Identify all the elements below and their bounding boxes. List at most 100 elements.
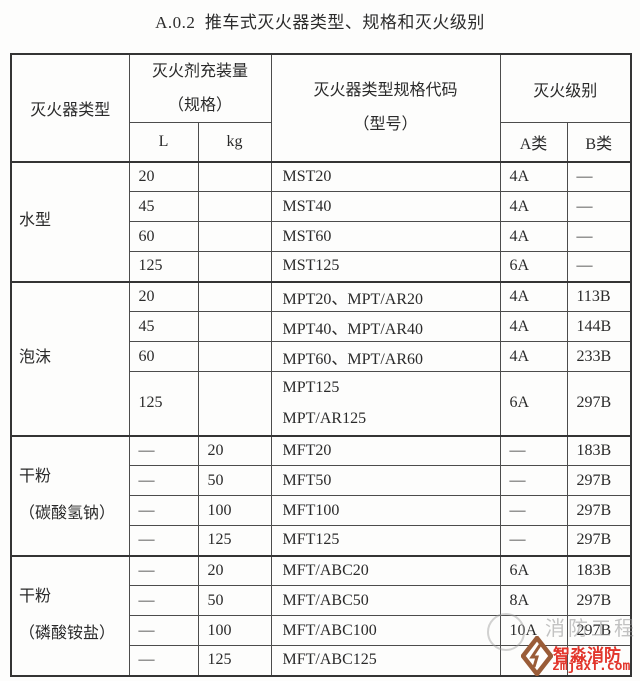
header-charge-amount: 灭火剂充装量 （规格） — [128, 53, 272, 124]
charge-kilograms-cell: 125 — [197, 645, 272, 677]
class-a-rating-cell: 6A — [499, 371, 568, 437]
charge-kilograms-cell: 50 — [197, 465, 272, 497]
table-row: —50 MFT50—297B — [11, 465, 632, 497]
class-b-rating-cell: — — [566, 251, 632, 283]
class-b-rating-cell: 297B — [566, 615, 632, 647]
class-b-rating-cell: — — [566, 160, 632, 193]
model-code-cell: MFT/ABC50 — [270, 585, 501, 617]
class-a-rating-cell: — — [499, 465, 568, 497]
table-row: 60 MST60 4A — — [11, 221, 632, 253]
table-row: 60 MPT60、MPT/AR60 4A 233B — [11, 341, 632, 373]
model-code-cell: MST40 — [270, 191, 501, 223]
charge-liters-cell: — — [128, 554, 199, 587]
class-b-rating-cell: 297B — [566, 525, 632, 557]
charge-kilograms-cell — [197, 160, 272, 193]
charge-liters-cell: 20 — [128, 160, 199, 193]
class-b-rating-cell: 297B — [566, 371, 632, 437]
table-header: 灭火器类型 灭火剂充装量 （规格） 灭火器类型规格代码 （型号） 灭火级别 L … — [10, 53, 632, 163]
class-a-rating-cell: — — [499, 495, 568, 527]
class-b-rating-cell: 144B — [566, 311, 632, 343]
class-a-rating-cell — [499, 645, 568, 677]
charge-kilograms-cell: 100 — [197, 615, 272, 647]
charge-liters-cell: 60 — [128, 221, 199, 253]
class-a-rating-cell: — — [499, 434, 568, 467]
charge-liters-cell: — — [128, 585, 199, 617]
charge-liters-cell: — — [128, 615, 199, 647]
model-code-cell: MFT/ABC100 — [270, 615, 501, 647]
table-row: —50 MFT/ABC50 8A 297B — [11, 585, 632, 617]
charge-liters-cell: — — [128, 434, 199, 467]
model-code-cell: MPT40、MPT/AR40 — [270, 311, 501, 343]
class-b-rating-cell: 297B — [566, 495, 632, 527]
model-code-cell: MFT125 — [270, 525, 501, 557]
extinguisher-type-cell: 水型 — [10, 160, 130, 283]
class-a-rating-cell: 8A — [499, 585, 568, 617]
table-row: 干粉 （磷酸铵盐） —20 MFT/ABC20 6A 183B — [10, 554, 632, 677]
charge-liters-cell: — — [128, 465, 199, 497]
header-kilograms: kg — [197, 122, 272, 163]
extinguisher-type-cell: 干粉 （磷酸铵盐） — [10, 554, 130, 677]
extinguisher-spec-table: 灭火器类型 灭火剂充装量 （规格） 灭火器类型规格代码 （型号） 灭火级别 L … — [10, 53, 633, 677]
class-b-rating-cell — [566, 645, 632, 677]
table-row: 45 MPT40、MPT/AR40 4A 144B — [11, 311, 632, 343]
model-code-cell: MFT100 — [270, 495, 501, 527]
class-a-rating-cell: 4A — [499, 160, 568, 193]
charge-liters-cell: — — [128, 645, 199, 677]
table-row: 水型 20 MST20 4A — — [10, 160, 632, 283]
header-model-code: 灭火器类型规格代码 （型号） — [270, 53, 501, 163]
model-code-cell: MFT/ABC125 — [270, 645, 501, 677]
class-b-rating-cell: 297B — [566, 465, 632, 497]
model-code-cell: MFT20 — [270, 434, 501, 467]
class-a-rating-cell: 6A — [499, 251, 568, 283]
class-a-rating-cell: 4A — [499, 311, 568, 343]
class-a-rating-cell: 4A — [499, 341, 568, 373]
class-b-rating-cell: — — [566, 221, 632, 253]
charge-liters-cell: — — [128, 495, 199, 527]
charge-liters-cell: — — [128, 525, 199, 557]
header-liters: L — [128, 122, 199, 163]
charge-kilograms-cell — [197, 221, 272, 253]
charge-kilograms-cell — [197, 251, 272, 283]
table-row: 泡沫 20 MPT20、MPT/AR20 4A 113B — [10, 280, 632, 437]
class-a-rating-cell: 10A — [499, 615, 568, 647]
header-class-a: A类 — [499, 122, 568, 163]
table-title: A.0.2 推车式灭火器类型、规格和灭火级别 — [155, 13, 485, 32]
class-b-rating-cell: 233B — [566, 341, 632, 373]
extinguisher-type-cell: 泡沫 — [10, 280, 130, 437]
class-b-rating-cell: 297B — [566, 585, 632, 617]
charge-kilograms-cell — [197, 191, 272, 223]
table-body: 水型 20 MST20 4A —45 MST40 4A —60 MST60 4A —125 MST12… — [10, 160, 632, 677]
model-code-cell: MST20 — [270, 160, 501, 193]
table-row: 125 MST125 6A — — [11, 251, 632, 283]
model-code-cell: MFT/ABC20 — [270, 554, 501, 587]
model-code-cell: MPT20、MPT/AR20 — [270, 280, 501, 313]
charge-liters-cell: 45 — [128, 191, 199, 223]
class-a-rating-cell: 4A — [499, 191, 568, 223]
header-extinguisher-type: 灭火器类型 — [10, 53, 130, 163]
charge-kilograms-cell: 20 — [197, 554, 272, 587]
extinguisher-type-cell: 干粉 （碳酸氢钠） — [10, 434, 130, 557]
header-fire-rating: 灭火级别 — [499, 53, 632, 124]
class-a-rating-cell: — — [499, 525, 568, 557]
charge-kilograms-cell — [197, 280, 272, 313]
model-code-cell: MPT125 MPT/AR125 — [270, 371, 501, 437]
charge-kilograms-cell — [197, 341, 272, 373]
charge-kilograms-cell: 50 — [197, 585, 272, 617]
model-code-cell: MST60 — [270, 221, 501, 253]
class-b-rating-cell: 183B — [566, 554, 632, 587]
model-code-cell: MPT60、MPT/AR60 — [270, 341, 501, 373]
class-b-rating-cell: 183B — [566, 434, 632, 467]
class-b-rating-cell: — — [566, 191, 632, 223]
class-a-rating-cell: 4A — [499, 280, 568, 313]
header-class-b: B类 — [566, 122, 632, 163]
charge-liters-cell: 125 — [128, 251, 199, 283]
model-code-cell: MFT50 — [270, 465, 501, 497]
table-row: 干粉 （碳酸氢钠） —20 MFT20—183B — [10, 434, 632, 557]
charge-liters-cell: 125 — [128, 371, 199, 437]
charge-kilograms-cell — [197, 311, 272, 343]
charge-liters-cell: 45 — [128, 311, 199, 343]
charge-kilograms-cell — [197, 371, 272, 437]
charge-liters-cell: 60 — [128, 341, 199, 373]
class-a-rating-cell: 6A — [499, 554, 568, 587]
